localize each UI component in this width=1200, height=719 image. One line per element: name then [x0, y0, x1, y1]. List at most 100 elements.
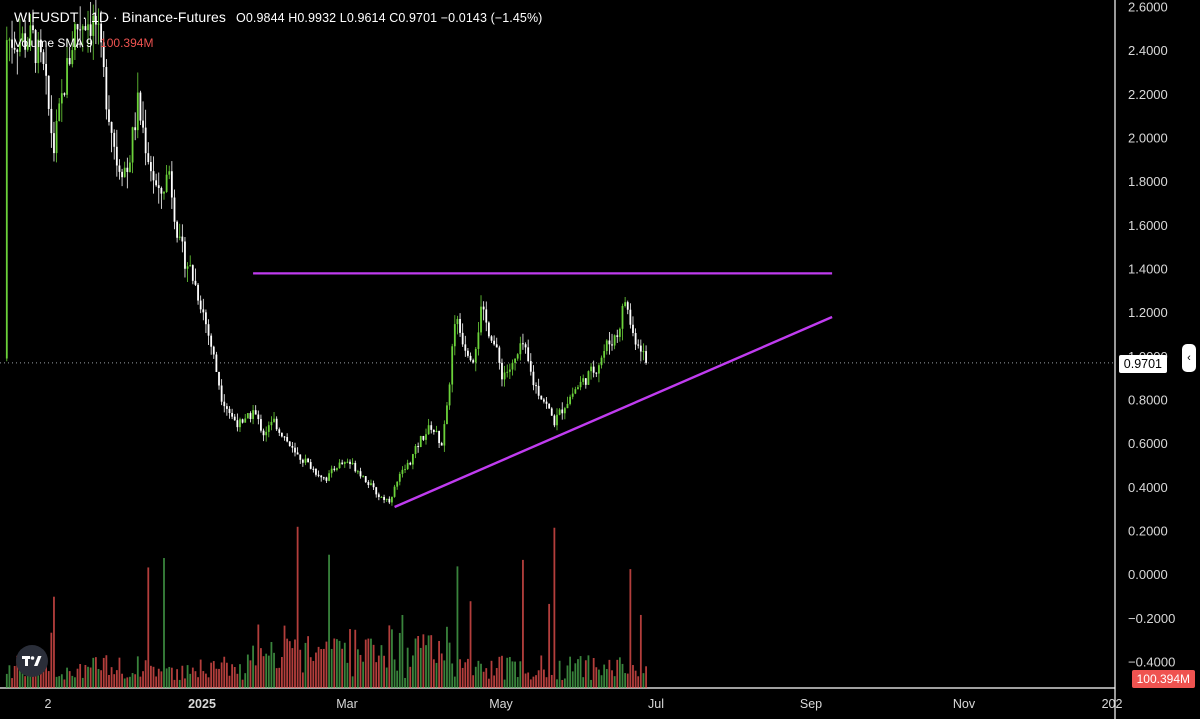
volume-bar: [391, 629, 393, 688]
volume-indicator-legend[interactable]: Volume SMA 9 100.394M: [14, 36, 153, 50]
volume-bar: [448, 642, 451, 688]
volume-bar: [356, 649, 359, 688]
volume-bar: [320, 649, 323, 688]
candle-body: [102, 42, 105, 68]
volume-indicator-value: 100.394M: [100, 36, 154, 50]
volume-bar: [254, 665, 257, 688]
candle-body: [139, 92, 142, 121]
candle-body: [548, 403, 551, 409]
symbol-title[interactable]: WIFUSDT · 1D · Binance-Futures: [14, 9, 227, 25]
candle-body: [385, 498, 388, 500]
volume-bar: [328, 554, 330, 688]
candle-body: [257, 414, 260, 420]
volume-bar: [417, 636, 420, 688]
volume-bar: [482, 671, 485, 688]
volume-bar: [446, 626, 448, 688]
tradingview-logo-icon[interactable]: [16, 645, 48, 677]
candle-body: [152, 171, 155, 181]
candle-body: [246, 413, 249, 419]
volume-bar: [595, 667, 598, 688]
volume-bar: [265, 653, 268, 688]
candle-body: [37, 39, 40, 64]
volume-bar: [393, 659, 396, 688]
volume-bar: [543, 669, 545, 688]
volume-bar: [550, 674, 553, 688]
candle-body: [194, 280, 197, 285]
candle-body: [435, 430, 438, 432]
candle-body: [336, 468, 338, 470]
candle-body: [199, 300, 202, 310]
volume-bar: [592, 657, 595, 688]
candle-body: [624, 302, 627, 306]
volume-bar: [330, 648, 333, 688]
candle-body: [592, 366, 595, 373]
candle-body: [205, 312, 207, 325]
candle-body: [131, 127, 134, 163]
volume-bar: [312, 660, 315, 688]
volume-bar: [60, 674, 63, 688]
volume-bar: [563, 678, 566, 688]
collapse-panel-button[interactable]: ‹: [1182, 344, 1196, 372]
volume-bar: [100, 670, 103, 688]
volume-bar: [191, 667, 194, 688]
candle-body: [223, 401, 226, 407]
candle-body: [150, 162, 152, 172]
volume-bar: [173, 679, 176, 688]
volume-bar: [53, 596, 55, 688]
candle-body: [301, 459, 304, 463]
candle-body: [419, 435, 422, 448]
volume-bar: [212, 661, 215, 688]
volume-bar: [136, 656, 139, 688]
volume-bar: [626, 673, 629, 688]
volume-bar: [372, 644, 375, 688]
candle-body: [288, 441, 291, 447]
candle-body: [372, 483, 375, 488]
candle-body: [58, 103, 61, 122]
volume-bar: [422, 634, 425, 688]
volume-bar: [461, 667, 464, 688]
candle-body: [561, 409, 564, 414]
candle-body: [228, 408, 231, 413]
candle-body: [273, 418, 275, 422]
time-axis-label: Mar: [336, 697, 358, 711]
candle-body: [582, 378, 585, 382]
volume-bar: [176, 669, 178, 688]
candle-body: [197, 284, 199, 301]
volume-bar: [139, 676, 142, 688]
volume-bar: [341, 648, 344, 688]
candle-body: [425, 434, 427, 440]
candle-body: [343, 461, 346, 464]
candle-body: [275, 418, 278, 430]
candle-body: [39, 39, 42, 53]
volume-bar: [39, 673, 42, 688]
tradingview-logo-glyph: [22, 656, 42, 666]
candle-body: [252, 410, 254, 420]
volume-bar: [611, 670, 613, 688]
volume-bar: [71, 675, 74, 688]
candle-body: [556, 414, 558, 426]
candle-body: [163, 191, 165, 194]
volume-bar: [498, 656, 501, 688]
candle-body: [304, 458, 307, 463]
volume-bar: [113, 674, 116, 688]
volume-bar: [338, 640, 341, 688]
candle-body: [92, 15, 95, 36]
candle-body: [446, 405, 448, 425]
candle-body: [482, 306, 485, 310]
candle-body: [417, 446, 420, 448]
volume-bar: [501, 655, 503, 688]
candle-body: [574, 389, 577, 394]
volume-bar: [283, 625, 286, 688]
symbol-header: WIFUSDT · 1D · Binance-Futures O0.9844 H…: [14, 9, 542, 25]
support-trendline[interactable]: [394, 315, 833, 509]
volume-bar: [346, 662, 349, 688]
volume-bar: [123, 678, 126, 688]
volume-bar: [181, 665, 184, 688]
volume-bar: [105, 655, 108, 688]
candle-body: [377, 494, 380, 497]
candle-body: [184, 241, 186, 269]
price-axis-label: 1.6000: [1128, 218, 1168, 233]
candle-body: [11, 39, 13, 48]
